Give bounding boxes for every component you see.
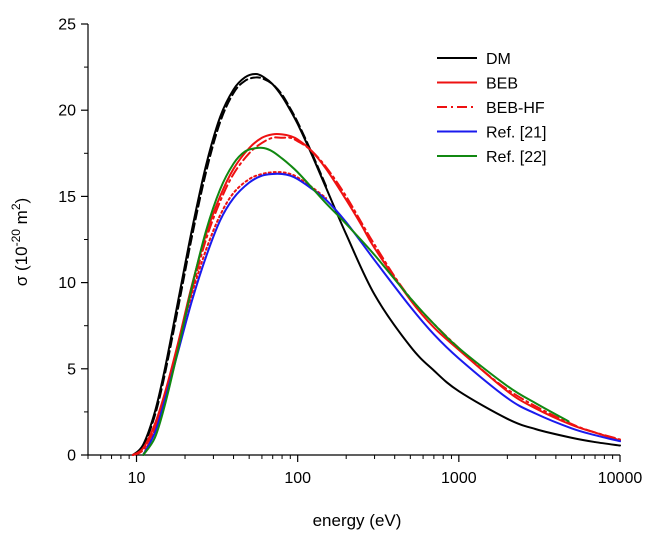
series-line-6 bbox=[142, 146, 570, 456]
y-tick-label: 25 bbox=[58, 17, 76, 34]
y-axis-label-exp1: -20 bbox=[9, 229, 23, 247]
y-tick-label: 0 bbox=[67, 448, 76, 465]
legend-label-3: Ref. [21] bbox=[486, 125, 546, 142]
y-tick-label: 20 bbox=[58, 103, 76, 120]
series-line-1 bbox=[131, 76, 328, 456]
y-axis-label-base: σ (10 bbox=[12, 246, 31, 286]
legend-label-1: BEB bbox=[486, 76, 518, 93]
legend-label-4: Ref. [22] bbox=[486, 149, 546, 166]
y-axis-label-exp2: 2 bbox=[9, 203, 23, 210]
series-line-5 bbox=[142, 172, 621, 456]
series-line-2 bbox=[131, 133, 621, 456]
y-axis-label-mid: m bbox=[12, 210, 31, 229]
axes: 0 5 10 15 20 25 10 100 1000 10000 bbox=[58, 17, 642, 488]
legend-label-0: DM bbox=[486, 51, 511, 68]
series-line-0 bbox=[131, 73, 621, 456]
y-tick-label: 10 bbox=[58, 275, 76, 292]
series-line-4 bbox=[142, 171, 328, 456]
y-tick-label: 5 bbox=[67, 361, 76, 378]
y-axis-label: σ (10-20 m2) bbox=[9, 198, 31, 286]
x-axis-label: energy (eV) bbox=[313, 511, 402, 530]
legend-label-2: BEB-HF bbox=[486, 100, 545, 117]
x-tick-label: 1000 bbox=[441, 470, 477, 487]
y-tick-label: 15 bbox=[58, 189, 76, 206]
x-tick-label: 100 bbox=[284, 470, 311, 487]
legend: DM BEB BEB-HF Ref. [21] Ref. [22] bbox=[437, 51, 546, 166]
y-axis-label-end: ) bbox=[12, 198, 31, 204]
series-layer bbox=[131, 73, 621, 456]
x-tick-label: 10 bbox=[128, 470, 146, 487]
x-tick-label: 10000 bbox=[598, 470, 643, 487]
